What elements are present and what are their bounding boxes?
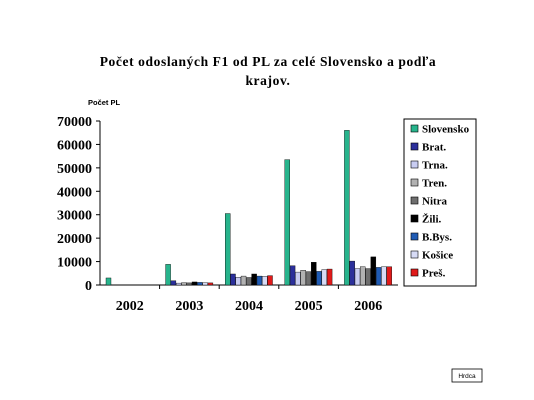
note-box-label: Hrdca	[458, 373, 476, 380]
bar	[284, 159, 290, 286]
y-tick-label: 70000	[57, 115, 92, 130]
bar	[170, 280, 177, 286]
bar	[289, 265, 296, 286]
bar	[305, 271, 312, 286]
legend-items: Slovensko Brat. Trna. Tren. Nitra Žili. B.Bys.…	[410, 124, 470, 280]
bar	[207, 282, 214, 286]
bar	[240, 275, 247, 286]
legend-label: Trna.	[422, 160, 448, 172]
x-tick-label: 2002	[116, 299, 144, 314]
legend-label: Žili.	[422, 214, 442, 226]
chart-title-line-1: Počet odoslaných F1 od PL za celé Sloven…	[100, 54, 437, 69]
bar	[360, 266, 366, 286]
legend-label: Preš.	[422, 268, 446, 280]
bar	[197, 282, 203, 286]
bar	[300, 270, 306, 286]
legend-swatch	[410, 142, 419, 151]
bar	[295, 271, 301, 286]
bar	[165, 264, 171, 286]
bar	[354, 268, 361, 286]
y-tick-label: 40000	[57, 185, 92, 200]
bar	[251, 273, 257, 286]
bar	[181, 282, 187, 286]
bar	[230, 273, 236, 286]
bar	[349, 260, 355, 286]
y-tick-label: 30000	[57, 209, 92, 224]
bar	[375, 267, 382, 286]
bar	[370, 256, 377, 286]
legend-swatch	[410, 214, 419, 223]
legend-label: Brat.	[422, 142, 446, 154]
legend-label: Tren.	[422, 178, 447, 190]
y-axis-label: Počet PL	[88, 98, 121, 107]
legend-swatch	[410, 178, 419, 187]
bar	[186, 282, 192, 286]
bar	[105, 277, 112, 286]
legend-label: Košice	[422, 250, 453, 262]
bar	[386, 266, 392, 286]
legend-swatch	[410, 196, 419, 205]
bar	[381, 266, 387, 286]
legend-swatch	[410, 268, 419, 277]
bar	[311, 262, 317, 286]
y-tick-label: 20000	[57, 232, 92, 247]
bar	[321, 269, 328, 286]
y-tick-label: 50000	[57, 162, 92, 177]
legend-label: Slovensko	[422, 124, 470, 136]
bar	[202, 282, 208, 286]
y-tick-label: 60000	[57, 138, 92, 153]
bar	[326, 268, 333, 286]
x-tick-label: 2004	[235, 299, 263, 314]
bar	[256, 275, 263, 286]
x-tick-label: 2003	[175, 299, 203, 314]
legend-swatch	[410, 160, 419, 169]
legend-swatch	[410, 250, 419, 259]
legend-swatch	[410, 124, 419, 133]
x-tick-label: 2005	[295, 299, 323, 314]
legend-swatch	[410, 232, 419, 241]
bar	[262, 276, 268, 286]
bar	[365, 268, 371, 286]
bar	[235, 277, 241, 286]
bar	[175, 282, 182, 286]
bar	[267, 275, 273, 286]
bar	[224, 213, 231, 286]
note-box	[451, 368, 483, 383]
legend-label: Nitra	[422, 196, 448, 208]
bar	[316, 271, 322, 286]
bar	[246, 277, 252, 286]
chart-title-line-2: krajov.	[245, 73, 290, 88]
x-tick-label: 2006	[354, 299, 382, 314]
bar	[191, 281, 198, 286]
plot-area: 0 10000 20000 30000 40000 50000 60000 70000 2002…	[57, 115, 398, 314]
bar	[344, 130, 350, 286]
y-tick-label: 10000	[57, 256, 92, 271]
legend-label: B.Bys.	[422, 232, 452, 244]
y-tick-label: 0	[85, 279, 92, 294]
